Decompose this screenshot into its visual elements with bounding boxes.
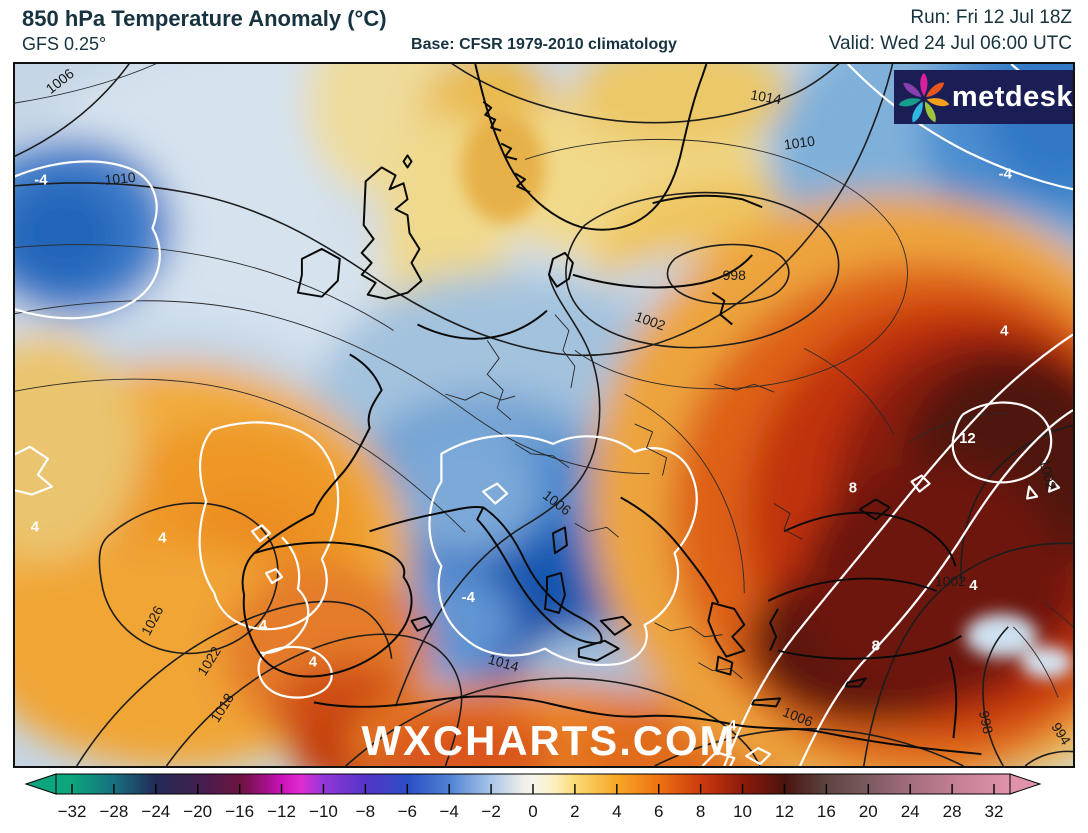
anomaly-label: 4 xyxy=(969,577,978,594)
isobar-label: 1002 xyxy=(935,573,966,589)
colorbar-tick-label: −28 xyxy=(99,802,128,821)
metdesk-logo: metdesk xyxy=(894,70,1073,124)
colorbar-tick-label: 20 xyxy=(859,802,878,821)
watermark: WXCHARTS.COM xyxy=(362,717,737,764)
colorbar-tick-label: 32 xyxy=(985,802,1004,821)
metdesk-logo-text: metdesk xyxy=(951,80,1073,113)
temperature-colorbar: −32 −28 −24 −20 −16 −12 −10 −8 −6 −4 −2 0 2 4 6 8 10 12 16… xyxy=(24,773,1042,821)
isobar-label: 1010 xyxy=(104,169,137,188)
country-borders xyxy=(445,314,803,679)
anomaly-label: 4 xyxy=(259,617,268,634)
colorbar-tick-label: 4 xyxy=(612,802,621,821)
isobar-label: 1014 xyxy=(749,86,783,107)
anomaly-label: -4 xyxy=(34,171,48,188)
model-label: GFS 0.25° xyxy=(22,34,107,54)
colorbar-tick-label: 12 xyxy=(775,802,794,821)
isobar-label: 998 xyxy=(723,267,747,283)
colorbar-tick-label: −32 xyxy=(58,802,87,821)
header: 850 hPa Temperature Anomaly (°C) GFS 0.2… xyxy=(0,0,1088,62)
weather-map: 1006 1010 1014 1010 998 1002 1006 1026 1022 1018 1… xyxy=(13,62,1075,768)
colorbar-tick-label: −4 xyxy=(439,802,458,821)
anomaly-label: 4 xyxy=(309,654,318,671)
page-title: 850 hPa Temperature Anomaly (°C) xyxy=(22,6,387,31)
colorbar-tick-label: 0 xyxy=(528,802,537,821)
coastlines xyxy=(241,64,982,756)
anomaly-label: 4 xyxy=(728,717,737,734)
anomaly-contours xyxy=(15,64,1073,766)
isobar-contours xyxy=(15,64,1073,766)
colorbar-tick-label: −16 xyxy=(225,802,254,821)
colorbar-tick-labels: −32 −28 −24 −20 −16 −12 −10 −8 −6 −4 −2 0 2 4 6 8 10 12 16… xyxy=(58,802,1004,821)
anomaly-label: 8 xyxy=(849,480,857,497)
colorbar-tick-label: 10 xyxy=(733,802,752,821)
colorbar-tick-label: 8 xyxy=(696,802,705,821)
isobar-label: 998 xyxy=(976,709,997,735)
anomaly-label: 4 xyxy=(31,518,40,535)
anomaly-label: 8 xyxy=(872,638,880,655)
anomaly-label: 4 xyxy=(1000,322,1009,339)
anomaly-label: 4 xyxy=(158,529,167,546)
colorbar-ticks xyxy=(71,784,995,794)
run-label: Run: Fri 12 Jul 18Z xyxy=(910,7,1072,28)
map-canvas: 1006101010141010998100210061026102210181… xyxy=(15,64,1073,766)
colorbar-left-arrow xyxy=(24,773,57,795)
base-climatology-label: Base: CFSR 1979-2010 climatology xyxy=(411,36,677,53)
isobar-label: 1010 xyxy=(783,132,816,152)
metdesk-pinwheel-icon xyxy=(898,72,950,123)
colorbar-tick-label: −12 xyxy=(267,802,296,821)
colorbar-tick-label: 16 xyxy=(817,802,836,821)
colorbar-tick-label: −20 xyxy=(183,802,212,821)
valid-label: Valid: Wed 24 Jul 06:00 UTC xyxy=(828,33,1072,54)
isobar-label: 1002 xyxy=(1036,457,1060,491)
colorbar-tick-label: 28 xyxy=(943,802,962,821)
colorbar-tick-label: 24 xyxy=(901,802,920,821)
anomaly-label: 12 xyxy=(959,430,976,447)
colorbar-right-arrow xyxy=(1009,773,1042,795)
colorbar-tick-label: 6 xyxy=(654,802,663,821)
anomaly-label: -4 xyxy=(462,589,476,606)
colorbar-tick-label: −2 xyxy=(481,802,500,821)
colorbar-tick-label: 2 xyxy=(570,802,579,821)
colorbar-tick-label: −8 xyxy=(356,802,375,821)
colorbar-tick-label: −6 xyxy=(398,802,417,821)
colorbar-tick-label: −10 xyxy=(309,802,338,821)
anomaly-label: -4 xyxy=(999,165,1013,182)
anomaly-labels: -4 -4 -4 4 4 4 4 8 12 4 8 4 4 xyxy=(31,165,1013,734)
colorbar-tick-label: −24 xyxy=(141,802,170,821)
